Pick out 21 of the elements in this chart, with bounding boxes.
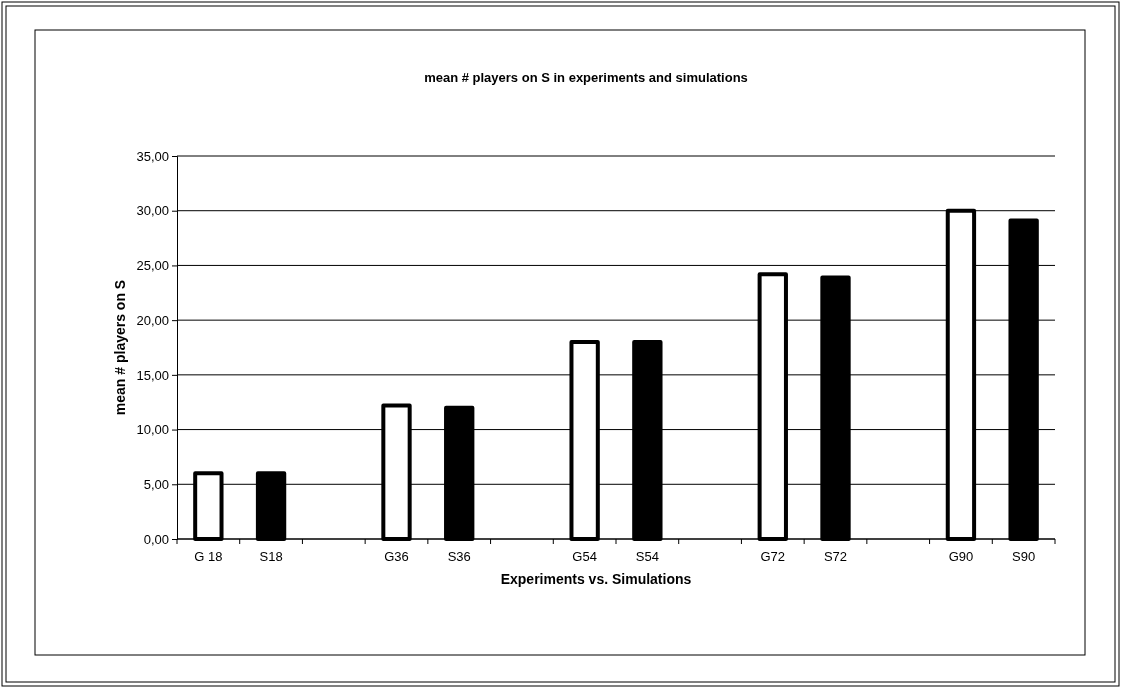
y-tick-label: 35,00 xyxy=(136,148,169,164)
x-tick-label: S90 xyxy=(1012,549,1036,564)
x-tick-label: G 18 xyxy=(194,549,223,564)
y-tick-label: 15,00 xyxy=(136,367,169,383)
y-axis-title: mean # players on S xyxy=(112,279,128,416)
chart-title: mean # players on S in experiments and simulations xyxy=(424,70,748,85)
y-tick-label: 30,00 xyxy=(136,203,169,219)
x-tick-label: G90 xyxy=(948,549,974,564)
x-tick-label: S18 xyxy=(259,549,283,564)
y-tick-label: 10,00 xyxy=(136,422,169,438)
x-axis-title: Experiments vs. Simulations xyxy=(500,571,692,587)
x-tick-label: S72 xyxy=(823,549,848,564)
y-tick-label: 20,00 xyxy=(136,312,169,328)
x-tick-label: S54 xyxy=(635,549,659,564)
x-tick-label: S36 xyxy=(447,549,471,564)
x-tick-label: G72 xyxy=(760,549,786,564)
y-tick-label: 25,00 xyxy=(136,258,169,274)
x-tick-label: G54 xyxy=(572,549,597,564)
y-tick-label: 0,00 xyxy=(143,531,169,547)
x-tick-label: G36 xyxy=(384,549,409,564)
y-tick-label: 5,00 xyxy=(143,476,169,492)
